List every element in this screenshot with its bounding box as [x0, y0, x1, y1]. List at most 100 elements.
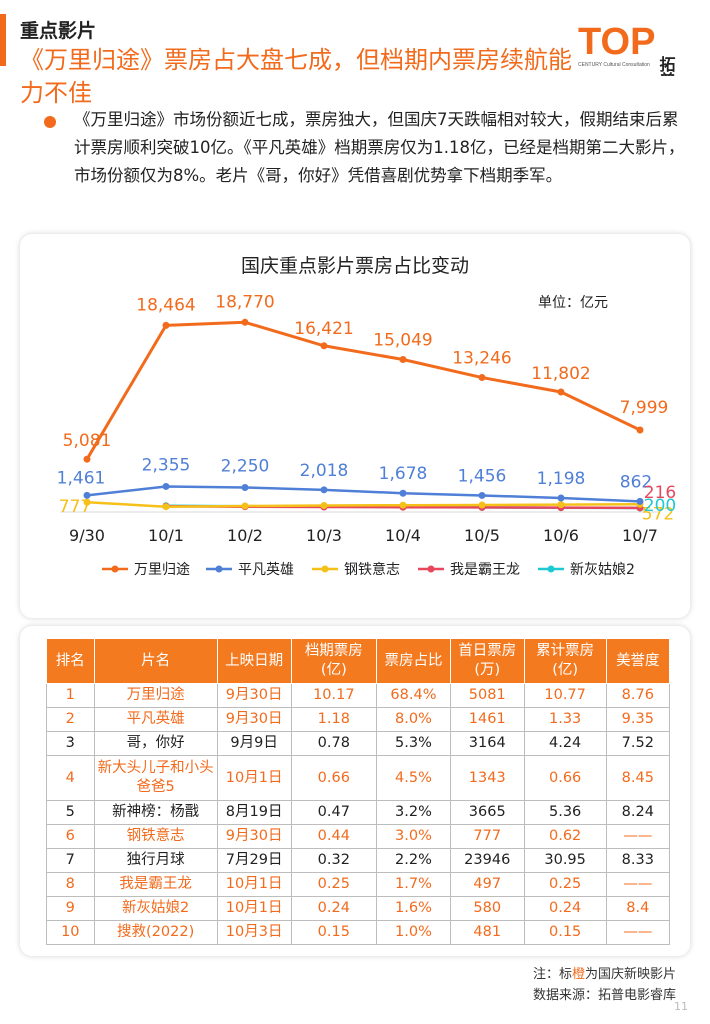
- table-cell: 4.5%: [376, 755, 451, 801]
- data-point: [241, 502, 249, 510]
- data-point: [83, 498, 91, 506]
- table-cell: 新神榜：杨戬: [93, 800, 218, 825]
- table-cell: 10月1日: [216, 755, 292, 801]
- table-cell: 2.2%: [376, 848, 451, 873]
- plot-area: 9/30 10/1 10/2 10/3 10/4 10/5 10/6 10/7 5,081 18,…: [57, 292, 677, 545]
- data-label: 2,018: [300, 461, 349, 481]
- table-cell: 0.25: [523, 872, 607, 897]
- table-cell: 3164: [449, 731, 525, 756]
- table-cell: 8: [46, 872, 95, 897]
- logo-sub: CENTURY Cultural Consultation: [578, 62, 650, 68]
- data-point: [162, 503, 170, 511]
- table-row: 6 钢铁意志 9月30日 0.44 3.0% 777 0.62 ——: [46, 824, 671, 849]
- table-cell: 0.78: [290, 731, 378, 756]
- table-cell: 497: [449, 872, 525, 897]
- data-point: [83, 455, 91, 463]
- column-header: 美誉度: [605, 638, 671, 684]
- column-header: 首日票房 (万): [449, 638, 525, 684]
- table-cell: 9: [46, 896, 95, 921]
- table-cell: 30.95: [523, 848, 607, 873]
- table-cell: 1.6%: [376, 896, 451, 921]
- table-cell: 6: [46, 824, 95, 849]
- data-point: [557, 494, 565, 502]
- table-cell: 新大头儿子和小头爸爸5: [93, 755, 218, 801]
- table-cell: 1461: [449, 707, 525, 732]
- table-cell: 5.3%: [376, 731, 451, 756]
- table-cell: 独行月球: [93, 848, 218, 873]
- table-cell: 7月29日: [216, 848, 292, 873]
- data-point: [320, 502, 328, 509]
- table-cell: 0.32: [290, 848, 378, 873]
- table-row: 8 我是霸王龙 10月1日 0.25 1.7% 497 0.25 ——: [46, 872, 671, 897]
- data-label: 1,461: [57, 468, 106, 488]
- data-point: [399, 501, 407, 509]
- legend-item: 新灰姑娘2: [538, 562, 635, 578]
- data-point: [162, 321, 170, 329]
- data-label: 11,802: [531, 364, 590, 384]
- data-label: 1,198: [537, 469, 586, 489]
- legend-marker: [215, 565, 223, 573]
- table-cell: 平凡英雄: [93, 707, 218, 732]
- table-cell: 9月30日: [216, 824, 292, 849]
- chart-legend: 万里归途 平凡英雄 钢铁意志 我是霸王龙 新灰姑娘2: [102, 561, 635, 578]
- data-label: 5,081: [63, 431, 112, 451]
- table-cell: 10月3日: [216, 920, 292, 945]
- table-cell: 4: [46, 755, 95, 801]
- legend-item: 万里归途: [102, 561, 190, 578]
- table-cell: 1343: [449, 755, 525, 801]
- x-tick-label: 10/2: [227, 526, 263, 545]
- table-row: 9 新灰姑娘2 10月1日 0.24 1.6% 580 0.24 8.4: [46, 896, 671, 921]
- x-tick-label: 10/6: [543, 526, 579, 545]
- legend-item: 我是霸王龙: [418, 562, 520, 578]
- logo-cn: 拓普: [657, 55, 676, 76]
- table-cell: 钢铁意志: [93, 824, 218, 849]
- data-point: [320, 342, 328, 350]
- table-cell: 5: [46, 800, 95, 825]
- box-office-line-chart: 国庆重点影片票房占比变动 单位：亿元 9/30 10/1 10/2 10/3 10/4 1…: [57, 255, 677, 578]
- column-header: 票房占比: [376, 638, 451, 684]
- table-cell: 0.25: [290, 872, 378, 897]
- column-header: 档期票房 (亿): [290, 638, 378, 684]
- data-label: 216: [644, 483, 676, 503]
- chart-card: 国庆重点影片票房占比变动 单位：亿元 9/30 10/1 10/2 10/3 10/4 1…: [20, 234, 690, 618]
- table-cell: 8月19日: [216, 800, 292, 825]
- data-source: 数据来源：拓普电影睿库: [532, 988, 676, 1003]
- table-cell: 7.52: [605, 731, 671, 756]
- table-cell: 0.66: [523, 755, 607, 801]
- data-label: 16,421: [294, 319, 353, 339]
- x-tick-label: 10/4: [385, 526, 421, 545]
- table-cell: 0.24: [523, 896, 607, 921]
- table-cell: 68.4%: [376, 683, 451, 708]
- table-cell: 0.15: [523, 920, 607, 945]
- series-line: [85, 320, 641, 460]
- table-cell: 7: [46, 848, 95, 873]
- column-header: 累计票房 (亿): [523, 638, 607, 684]
- data-point: [636, 426, 644, 434]
- chart-unit: 单位：亿元: [538, 295, 608, 311]
- table-cell: 万里归途: [93, 683, 218, 708]
- table-cell: 481: [449, 920, 525, 945]
- data-label: 1,678: [379, 464, 428, 484]
- table-cell: 580: [449, 896, 525, 921]
- table-cell: 4.24: [523, 731, 607, 756]
- legend-item: 钢铁意志: [312, 561, 400, 578]
- table-cell: 1.0%: [376, 920, 451, 945]
- legend-label: 钢铁意志: [344, 561, 400, 578]
- legend-marker: [111, 565, 119, 573]
- table-cell: 5081: [449, 683, 525, 708]
- legend-label: 新灰姑娘2: [570, 562, 635, 578]
- ranking-table: 排名 片名 上映日期 档期票房 (亿) 票房占比 首日票房 (万) 累计票房 (亿) 美誉度 1 万里…: [46, 638, 671, 945]
- data-point: [478, 374, 486, 382]
- data-point: [557, 388, 565, 396]
- data-point: [399, 356, 407, 364]
- table-cell: 10.17: [290, 683, 378, 708]
- legend-marker: [427, 565, 435, 573]
- table-cell: 8.33: [605, 848, 671, 873]
- table-cell: 1.18: [290, 707, 378, 732]
- table-cell: 我是霸王龙: [93, 872, 218, 897]
- table-row: 4 新大头儿子和小头爸爸5 10月1日 0.66 4.5% 1343 0.66 8.45: [46, 755, 671, 801]
- data-label: 2,250: [221, 457, 270, 477]
- data-label: 777: [59, 497, 91, 517]
- top-logo: TOP 拓普 CENTURY Cultural Consultation: [578, 21, 676, 76]
- table-cell: 9月9日: [216, 731, 292, 756]
